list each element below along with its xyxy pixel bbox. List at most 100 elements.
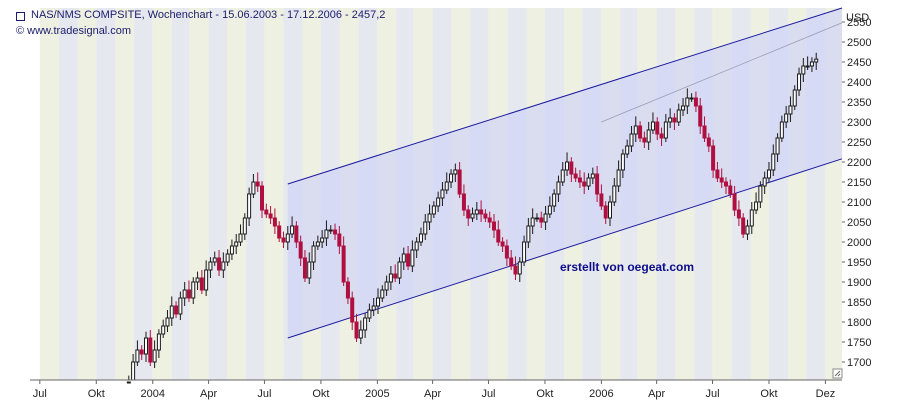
candle-body (668, 117, 673, 123)
candle-body (638, 125, 643, 139)
resize-grip-icon[interactable] (832, 368, 843, 379)
candle-body (461, 193, 466, 211)
candle-body (144, 337, 148, 355)
candle-body (496, 229, 501, 243)
candle-body (410, 249, 415, 267)
x-tick-label: Apr (200, 388, 217, 400)
candle-body (285, 233, 290, 243)
candle-body (534, 217, 539, 220)
candle-body (693, 97, 698, 107)
candle-body (427, 213, 432, 223)
source-credit: © www.tradesignal.com (16, 25, 132, 37)
candle-body (646, 129, 651, 143)
candle-body (371, 305, 376, 311)
x-tick-label: Apr (424, 388, 441, 400)
x-tick-label: Jul (705, 388, 719, 400)
candle-body (406, 253, 411, 267)
candle-body (586, 177, 591, 187)
month-band (189, 8, 209, 380)
candle-body (337, 233, 342, 247)
candle-body (302, 257, 307, 279)
trend-channel-mid-line (601, 22, 843, 123)
y-tick-label: 1950 (847, 257, 871, 269)
watermark-text: erstellt von oegeat.com (560, 260, 694, 274)
candle-body (479, 209, 484, 215)
candle-body (608, 201, 612, 219)
candle-body (797, 73, 802, 91)
y-tick-label: 2450 (847, 57, 871, 69)
y-tick-label: 2100 (847, 197, 871, 209)
candle-body (517, 261, 522, 275)
y-tick-label: 2150 (847, 177, 871, 189)
y-tick-label: 2500 (847, 37, 871, 49)
x-tick-label: Okt (88, 388, 105, 400)
candle-body (676, 109, 681, 123)
candle-body (659, 133, 664, 139)
candle-body (204, 269, 209, 291)
candle-body (758, 185, 763, 203)
candle-body (466, 209, 471, 219)
candle-body (698, 105, 703, 127)
chart-window-icon[interactable] (16, 12, 25, 21)
candle-body (612, 185, 617, 203)
candle-body (672, 117, 677, 123)
candle-body (401, 253, 406, 263)
candle-body (702, 125, 707, 139)
candle-body (208, 261, 213, 271)
y-tick-label: 2550 (847, 17, 871, 29)
candle-body (724, 181, 728, 187)
trend-channel-upper-line (287, 7, 843, 185)
candle-body (616, 169, 621, 187)
candle-body (363, 317, 368, 331)
candle-body (367, 309, 372, 319)
candle-body (565, 161, 570, 171)
candle-body (152, 349, 157, 363)
candle-body (719, 177, 724, 183)
y-tick-label: 2050 (847, 217, 871, 229)
candle-body (328, 229, 333, 232)
candle-body (350, 297, 355, 323)
candle-body (577, 177, 582, 183)
y-axis-unit: USD (846, 12, 869, 24)
candle-body (307, 261, 312, 279)
candle-body (805, 65, 810, 68)
candle-body (569, 161, 574, 175)
candle-body (195, 277, 200, 283)
candle-body (582, 181, 587, 187)
month-band (39, 8, 59, 380)
y-axis: 1700 1750 1800 1850 1900 1950 2000 2050 2100 2150… (842, 17, 871, 369)
y-tick-label: 2200 (847, 157, 871, 169)
candle-body (234, 241, 239, 247)
candle-body (775, 137, 780, 155)
candle-body (436, 197, 441, 207)
candle-body (741, 217, 746, 235)
candle-body (547, 205, 552, 215)
candle-body (573, 173, 578, 179)
candle-body (161, 325, 166, 335)
candle-body (182, 289, 187, 299)
y-tick-label: 2400 (847, 77, 871, 89)
candle-body (217, 257, 222, 271)
month-band (133, 8, 153, 380)
candle-body (221, 261, 226, 271)
y-tick-label: 2350 (847, 97, 871, 109)
candle-body (388, 273, 393, 283)
candle-body (706, 137, 711, 147)
candle-body (393, 273, 398, 279)
candle-body (470, 213, 475, 219)
candle-body (225, 253, 230, 263)
candle-body (277, 225, 282, 239)
candle-body (165, 317, 170, 327)
candle-body (255, 181, 260, 187)
candle-body (732, 193, 737, 211)
candle-body (483, 213, 488, 219)
candle-body (384, 281, 389, 291)
candle-body (242, 217, 247, 235)
y-tick-label: 1850 (847, 297, 871, 309)
candle-body (522, 241, 527, 263)
candle-body (260, 185, 264, 211)
candle-body (345, 281, 350, 299)
candle-body (251, 181, 256, 195)
candle-body (762, 177, 767, 187)
month-band (115, 8, 134, 380)
